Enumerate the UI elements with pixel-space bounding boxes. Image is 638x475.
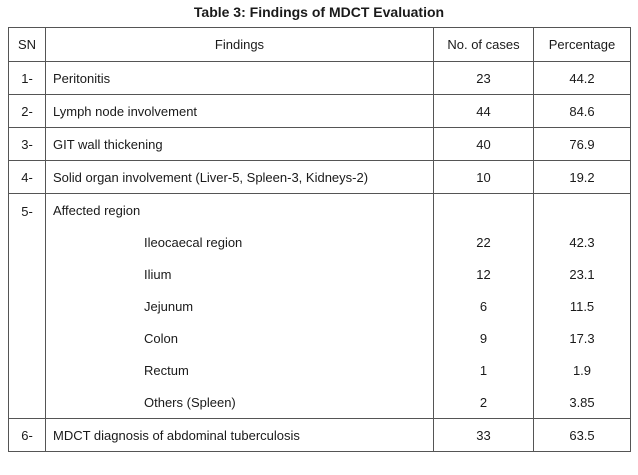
sub-percentage: 17.3: [533, 322, 631, 354]
sub-row: Rectum 1 1.9: [9, 354, 631, 386]
row-percentage: 63.5: [533, 418, 631, 452]
header-sn: SN: [8, 27, 46, 62]
table-title: Table 3: Findings of MDCT Evaluation: [193, 4, 445, 20]
sub-cases: 2: [433, 386, 534, 419]
row-finding: GIT wall thickening: [45, 127, 434, 161]
row-cases: 44: [433, 94, 534, 128]
row-finding: Peritonitis: [45, 61, 434, 95]
findings-table: SN Findings No. of cases Percentage 1- P…: [8, 27, 631, 452]
row-finding: Solid organ involvement (Liver-5, Spleen…: [45, 160, 434, 194]
group-finding: Affected region: [45, 193, 434, 226]
sub-cases: 1: [433, 354, 534, 386]
sub-finding: Ileocaecal region: [45, 226, 434, 258]
sub-cases: 12: [433, 258, 534, 290]
table-row: 2- Lymph node involvement 44 84.6: [8, 94, 631, 128]
sub-row: Ilium 12 23.1: [9, 258, 631, 290]
row-sn: 3-: [8, 127, 46, 161]
sub-cases: 22: [433, 226, 534, 258]
row-cases: 40: [433, 127, 534, 161]
row-cases: 23: [433, 61, 534, 95]
sub-cases: 9: [433, 322, 534, 354]
row-percentage: 44.2: [533, 61, 631, 95]
sub-row: Others (Spleen) 2 3.85: [9, 386, 631, 419]
row-finding: MDCT diagnosis of abdominal tuberculosis: [45, 418, 434, 452]
sub-percentage: 1.9: [533, 354, 631, 386]
sub-finding: Colon: [45, 322, 434, 354]
sub-row: Jejunum 6 11.5: [9, 290, 631, 322]
row-percentage: 19.2: [533, 160, 631, 194]
row-percentage: 84.6: [533, 94, 631, 128]
sub-percentage: 3.85: [533, 386, 631, 419]
group-percentage: [533, 193, 631, 226]
sub-row: Ileocaecal region 22 42.3: [9, 226, 631, 258]
table-row: 3- GIT wall thickening 40 76.9: [8, 127, 631, 161]
row-sn: 4-: [8, 160, 46, 194]
header-percentage: Percentage: [533, 27, 631, 62]
group-sn: 5-: [8, 193, 46, 419]
sub-row: Colon 9 17.3: [9, 322, 631, 354]
group-cases: [433, 193, 534, 226]
sub-finding: Rectum: [45, 354, 434, 386]
sub-cases: 6: [433, 290, 534, 322]
row-cases: 10: [433, 160, 534, 194]
header-cases: No. of cases: [433, 27, 534, 62]
sub-percentage: 23.1: [533, 258, 631, 290]
row-sn: 1-: [8, 61, 46, 95]
row-sn: 2-: [8, 94, 46, 128]
row-finding: Lymph node involvement: [45, 94, 434, 128]
table-row: 6- MDCT diagnosis of abdominal tuberculo…: [8, 418, 631, 452]
sub-finding: Others (Spleen): [45, 386, 434, 419]
sub-percentage: 42.3: [533, 226, 631, 258]
row-cases: 33: [433, 418, 534, 452]
table-row: 4- Solid organ involvement (Liver-5, Spl…: [8, 160, 631, 194]
row-sn: 6-: [8, 418, 46, 452]
row-percentage: 76.9: [533, 127, 631, 161]
table-row: 1- Peritonitis 23 44.2: [8, 61, 631, 95]
sub-finding: Ilium: [45, 258, 434, 290]
group-header-row: 5- Affected region: [8, 193, 631, 419]
sub-percentage: 11.5: [533, 290, 631, 322]
table-header-row: SN Findings No. of cases Percentage: [8, 27, 631, 62]
header-findings: Findings: [45, 27, 434, 62]
sub-finding: Jejunum: [45, 290, 434, 322]
